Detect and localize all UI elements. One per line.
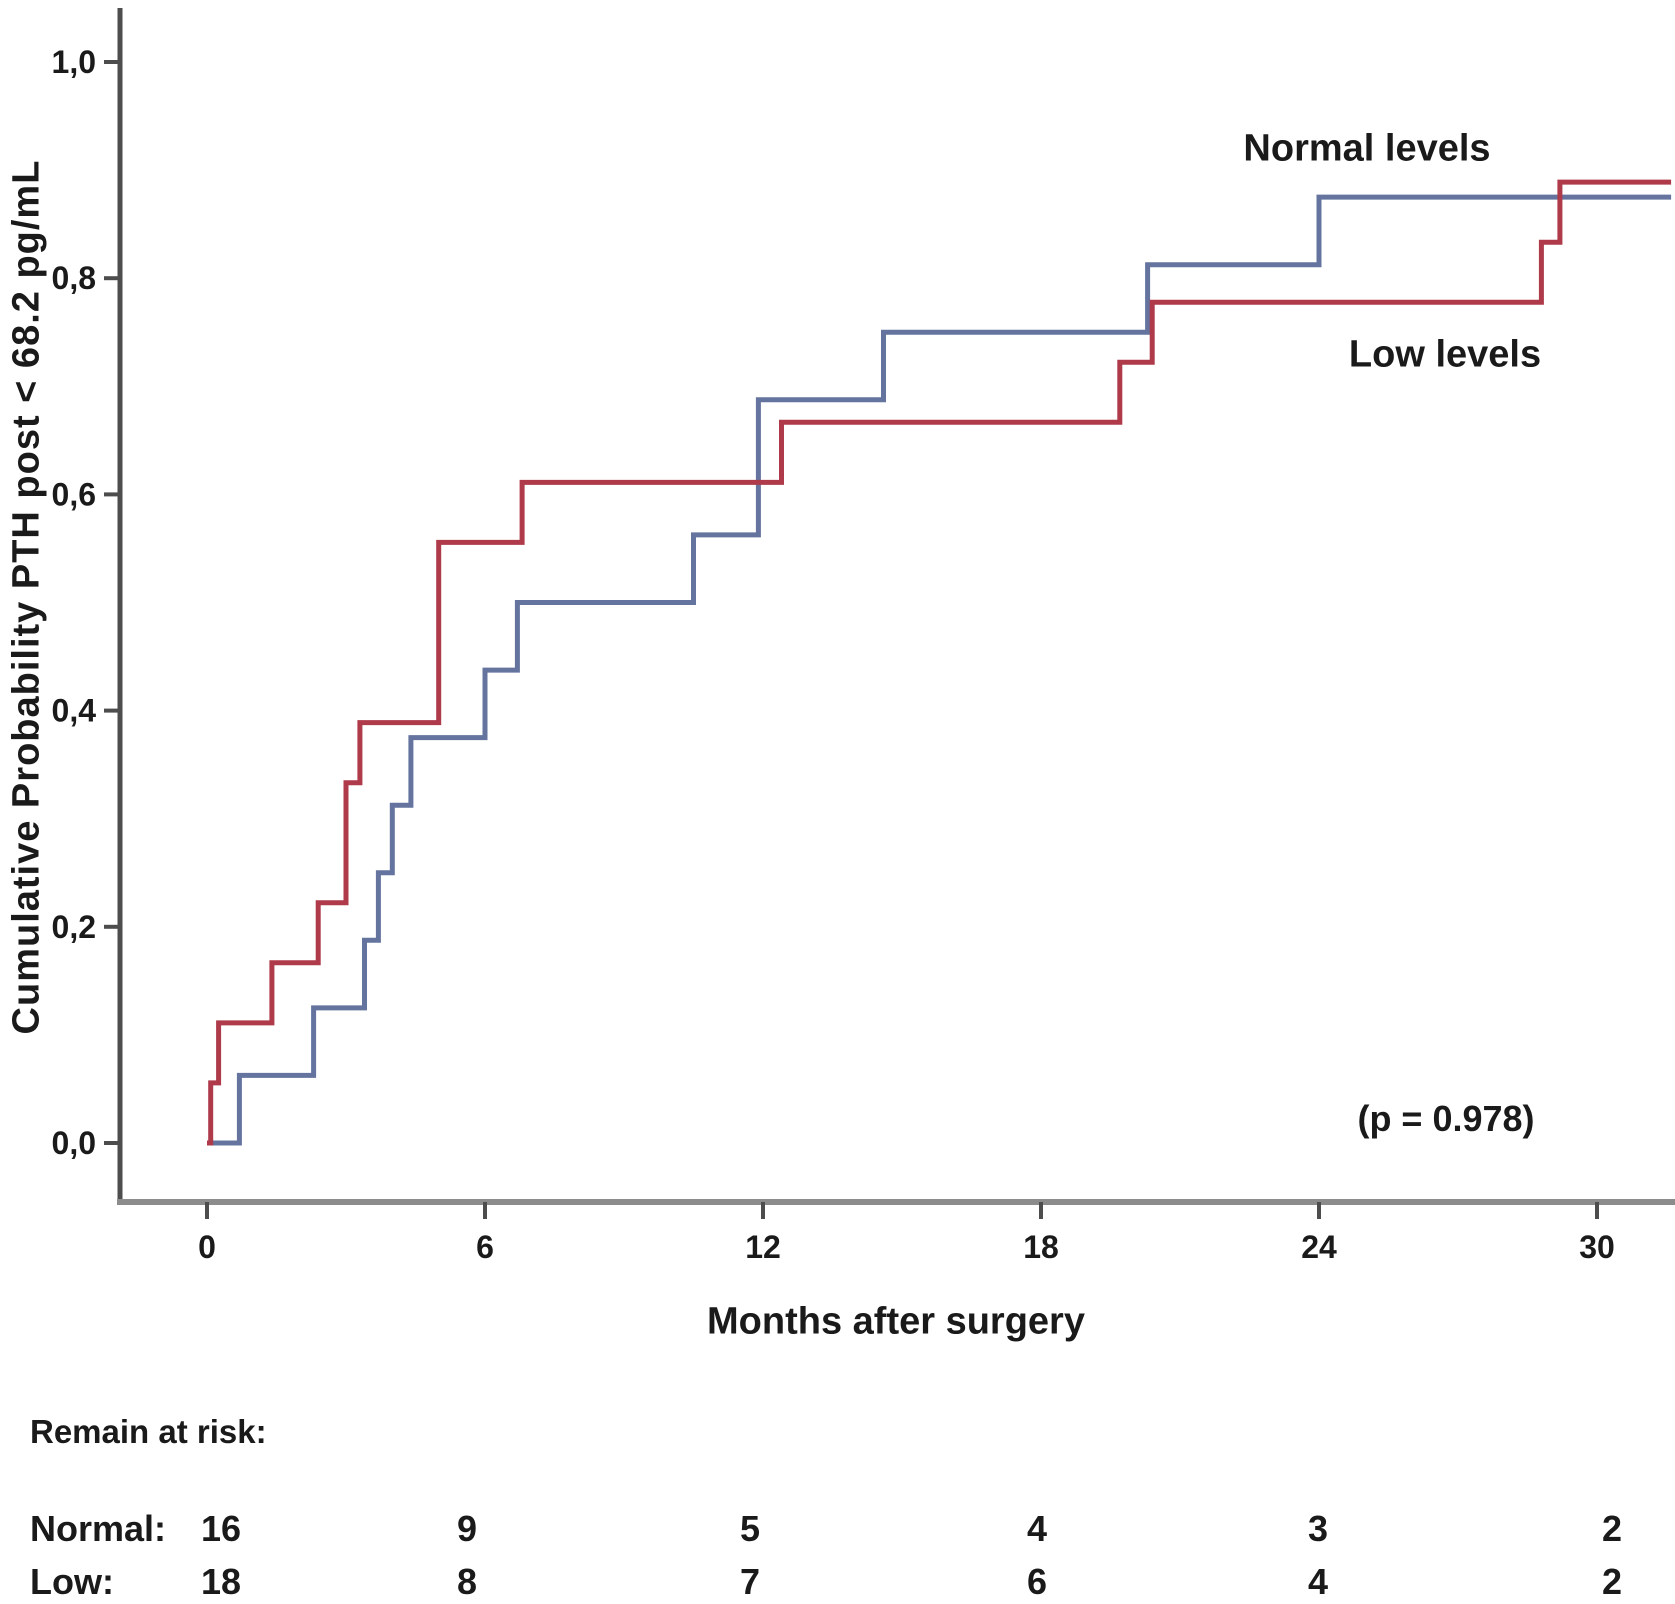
y-tick-label: 0,0 [52,1125,96,1161]
risk-value: 2 [1601,1561,1623,1602]
x-axis-title: Months after surgery [707,1300,1085,1343]
y-tick-label: 0,6 [52,476,96,512]
x-tick-label: 0 [198,1229,216,1265]
risk-value: 2 [1601,1508,1623,1549]
x-tick-label: 30 [1579,1229,1615,1265]
y-tick-label: 1,0 [52,44,96,80]
series-label-low: Low levels [1348,333,1542,376]
x-tick-label: 6 [476,1229,494,1265]
y-axis-title: Cumulative Probability PTH post < 68.2 p… [5,159,48,1035]
risk-value: 5 [739,1508,761,1549]
series-label-normal: Normal levels [1243,127,1491,170]
x-tick-label: 18 [1023,1229,1059,1265]
risk-value: 7 [739,1561,761,1602]
y-tick-label: 0,4 [52,693,97,729]
risk-value: 3 [1307,1508,1329,1549]
x-tick-label: 24 [1301,1229,1337,1265]
series-path-normal [207,194,1672,1146]
risk-value: 16 [200,1508,242,1549]
risk-row-label-normal: Normal: [30,1508,167,1549]
risk-table-title: Remain at risk: [30,1413,267,1450]
risk-value: 4 [1026,1508,1048,1549]
risk-row-label-low: Low: [30,1561,114,1602]
risk-value: 4 [1307,1561,1329,1602]
p-value-annotation: (p = 0.978) [1357,1098,1535,1139]
risk-value: 8 [456,1561,478,1602]
x-tick-label: 12 [745,1229,781,1265]
risk-value: 9 [456,1508,478,1549]
risk-value: 6 [1026,1561,1048,1602]
risk-value: 18 [200,1561,242,1602]
y-tick-label: 0,8 [52,260,96,296]
series-path-low [207,179,1672,1146]
y-tick-label: 0,2 [52,909,96,945]
